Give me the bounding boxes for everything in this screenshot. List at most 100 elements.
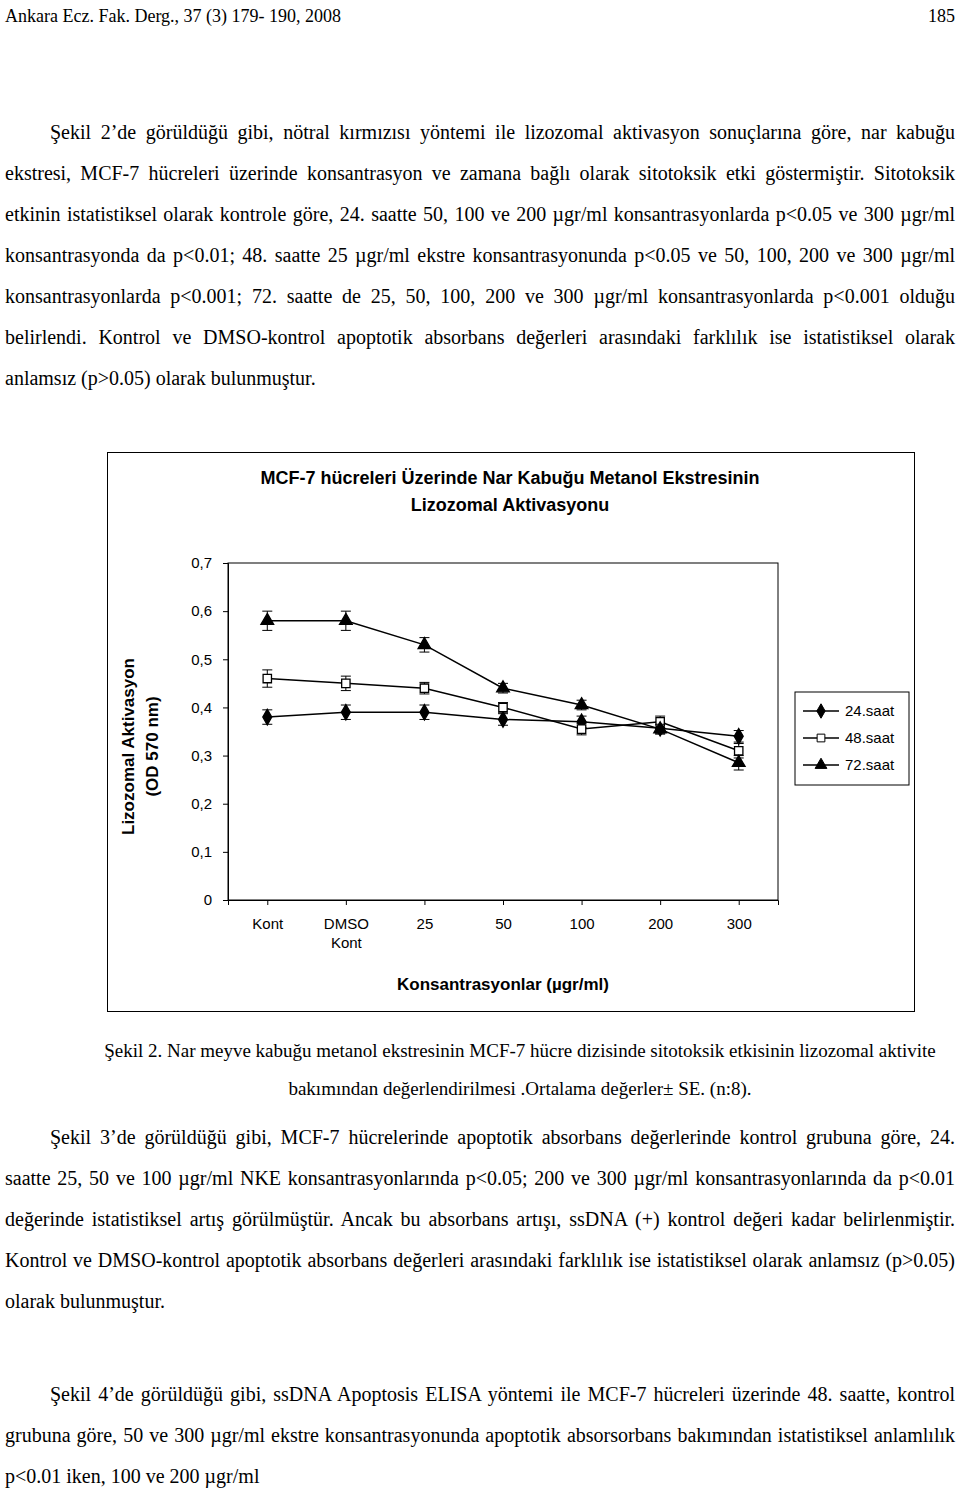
y-tick: 0,4 — [191, 699, 228, 716]
x-tick-label: 300 — [727, 915, 752, 932]
figure-caption: Şekil 2. Nar meyve kabuğu metanol ekstre… — [85, 1032, 955, 1108]
data-point — [499, 703, 507, 711]
x-tick-mark — [739, 900, 740, 905]
x-tick: DMSOKont — [324, 900, 369, 951]
y-tick: 0,3 — [191, 747, 228, 764]
legend-marker — [817, 734, 825, 742]
y-tick-label: 0,6 — [191, 602, 212, 619]
x-tick-label: DMSOKont — [324, 915, 369, 952]
plot-area — [261, 611, 745, 770]
error-cap — [262, 687, 272, 688]
error-cap — [262, 630, 272, 631]
error-cap — [577, 709, 587, 710]
y-tick: 0,7 — [191, 554, 228, 571]
y-axis-line — [223, 564, 229, 901]
y-tick-label: 0,1 — [191, 843, 212, 860]
error-cap — [262, 611, 272, 612]
x-tick: 300 — [727, 900, 752, 932]
y-tick: 0,2 — [191, 795, 228, 812]
x-tick-mark — [346, 900, 347, 905]
y-tick-mark — [223, 707, 228, 708]
error-cap — [577, 723, 587, 724]
series-line — [267, 621, 738, 763]
paragraph: Şekil 2’de görüldüğü gibi, nötral kırmız… — [5, 112, 955, 399]
y-tick-mark — [223, 900, 228, 901]
error-cap — [655, 716, 665, 717]
plot-frame — [228, 563, 778, 900]
legend-frame — [795, 692, 909, 785]
x-tick-label: Kont — [252, 915, 284, 932]
error-cap — [341, 690, 351, 691]
y-tick-mark — [223, 756, 228, 757]
error-cap — [734, 770, 744, 771]
x-tick-label: 200 — [648, 915, 673, 932]
x-tick-mark — [424, 900, 425, 905]
error-cap — [577, 734, 587, 735]
data-point — [497, 681, 510, 692]
series-line — [267, 679, 738, 751]
y-tick-label: 0,7 — [191, 554, 212, 571]
data-point — [263, 674, 271, 682]
y-tick: 0 — [204, 891, 228, 908]
data-point — [654, 722, 667, 733]
y-tick-mark — [223, 611, 228, 612]
legend-label: 72.saat — [845, 756, 895, 773]
data-point — [261, 613, 274, 624]
x-tick: Kont — [252, 900, 284, 932]
error-cap — [262, 669, 272, 670]
x-axis-title: Konsantrasyonlar (µgr/ml) — [397, 975, 609, 994]
error-cap — [655, 733, 665, 734]
y-axis-title: Lizozomal Aktivasyon(OD 570 nm) — [119, 658, 162, 835]
error-cap — [341, 611, 351, 612]
x-tick-label: 50 — [495, 915, 512, 932]
series — [261, 611, 745, 770]
x-tick-label: 25 — [417, 915, 434, 932]
error-cap — [655, 733, 665, 734]
legend-marker — [815, 758, 827, 768]
legend-item: 48.saat — [803, 729, 895, 746]
y-tick-mark — [223, 563, 228, 564]
page-number: 185 — [928, 6, 955, 27]
x-tick-mark — [660, 900, 661, 905]
y-tick-label: 0,2 — [191, 795, 212, 812]
paragraph: Şekil 3’de görüldüğü gibi, MCF-7 hücrele… — [5, 1117, 955, 1322]
legend-item: 24.saat — [803, 702, 895, 719]
error-cap — [419, 682, 429, 683]
journal-header: Ankara Ecz. Fak. Derg., 37 (3) 179- 190,… — [5, 6, 341, 27]
x-tick: 200 — [648, 900, 673, 932]
x-tick-label: 100 — [570, 915, 595, 932]
y-tick: 0,5 — [191, 651, 228, 668]
error-cap — [498, 692, 508, 693]
data-point — [499, 712, 508, 728]
data-point — [575, 698, 588, 709]
x-tick-mark — [267, 900, 268, 905]
data-point — [732, 755, 745, 766]
y-tick: 0,6 — [191, 602, 228, 619]
data-point — [340, 613, 353, 624]
data-point — [342, 679, 350, 687]
error-cap — [419, 652, 429, 653]
data-point — [341, 704, 350, 720]
y-tick-label: 0,5 — [191, 651, 212, 668]
y-axis: 0 0,1 0,2 0,3 0,4 0,5 0,6 0,7 — [191, 554, 228, 908]
chart-frame — [108, 453, 915, 1012]
legend-marker — [817, 704, 825, 718]
x-tick: 100 — [570, 900, 595, 932]
y-tick-mark — [223, 852, 228, 853]
y-tick-label: 0 — [204, 891, 212, 908]
x-tick: 25 — [417, 900, 434, 932]
y-tick-label: 0,3 — [191, 747, 212, 764]
data-point — [420, 704, 429, 720]
legend-label: 24.saat — [845, 702, 895, 719]
y-tick: 0,1 — [191, 843, 228, 860]
legend-label: 48.saat — [845, 729, 895, 746]
error-cap — [341, 630, 351, 631]
data-point — [735, 747, 743, 755]
x-axis-line — [229, 901, 779, 906]
x-tick: 50 — [495, 900, 512, 932]
legend: 24.saat 48.saat 72.saat — [795, 692, 909, 785]
data-point — [418, 638, 431, 649]
x-axis: Kont DMSOKont 25 50 100 200 300 — [229, 900, 779, 951]
chart-title: MCF-7 hücreleri Üzerinde Nar Kabuğu Meta… — [260, 468, 759, 515]
chart: MCF-7 hücreleri Üzerinde Nar Kabuğu Meta… — [107, 452, 915, 1012]
